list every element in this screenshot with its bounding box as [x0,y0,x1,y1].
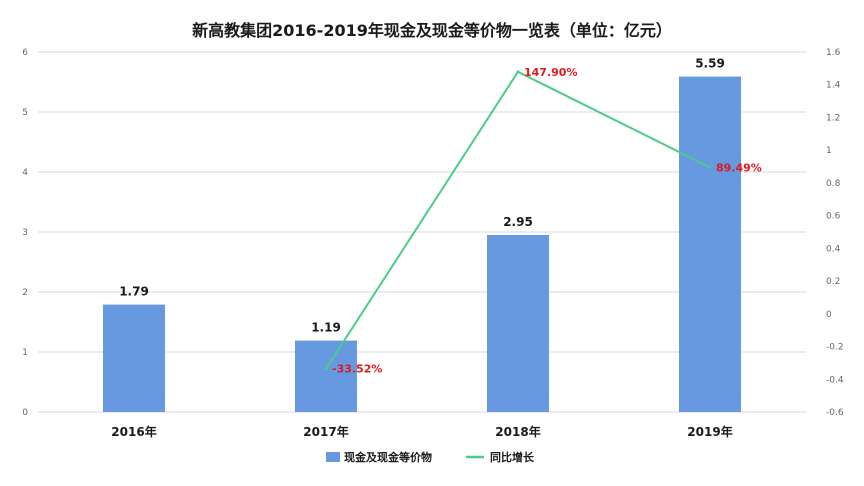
axis-labels: 0 1 2 3 4 5 6 -0.6 -0.4 -0.2 0 0.2 0.4 0.6 0.8 1 1.2 1.4 1… [22,48,844,439]
y-left-tick-label: 5 [22,108,28,118]
bar-value-label: 2.95 [503,215,533,229]
legend-bar-swatch [326,452,340,462]
line-point [708,165,712,169]
bar [295,340,357,412]
y-left-tick-label: 2 [22,288,28,298]
y-right-tick-label: -0.6 [826,408,844,418]
y-right-tick-label: -0.2 [826,343,844,353]
line-value-label: -33.52% [332,363,382,376]
y-right-tick-label: 0.2 [826,277,840,287]
y-right-tick-label: 1.4 [826,81,841,91]
data-labels: 1.79 1.19 2.95 5.59 -33.52% 147.90% 89.49% [119,57,762,376]
bar-value-label: 5.59 [695,57,725,71]
x-tick-label: 2016年 [111,424,156,439]
y-right-tick-label: 0.6 [826,212,841,222]
gridlines [38,51,806,413]
y-right-tick-label: 0 [826,310,832,320]
y-right-tick-label: 1.6 [826,48,841,58]
line-value-label: 89.49% [716,161,762,174]
line-point [324,367,328,371]
y-right-tick-label: -0.4 [826,375,844,385]
y-left-tick-label: 0 [22,408,28,418]
bar-value-label: 1.19 [311,321,341,335]
x-tick-label: 2019年 [687,424,732,439]
bar [487,235,549,412]
y-left-tick-label: 4 [22,168,28,178]
y-left-tick-label: 1 [22,348,28,358]
bar [103,304,165,412]
y-right-tick-label: 0.4 [826,244,841,254]
y-right-tick-label: 1 [826,146,832,156]
x-tick-label: 2017年 [303,424,348,439]
line-series [324,70,712,371]
legend: 现金及现金等价物 同比增长 [326,450,535,464]
bar-value-label: 1.79 [119,285,149,299]
y-left-tick-label: 6 [22,48,28,58]
line-value-label: 147.90% [524,66,577,79]
bar-series [103,76,741,412]
legend-bar-label: 现金及现金等价物 [344,450,432,464]
line-point [516,70,520,74]
chart-title: 新高教集团2016-2019年现金及现金等价物一览表（单位：亿元） [192,21,672,40]
x-tick-label: 2018年 [495,424,540,439]
y-left-tick-label: 3 [22,228,28,238]
bar [679,76,741,412]
y-right-tick-label: 0.8 [826,179,841,189]
legend-line-label: 同比增长 [490,450,535,464]
y-right-tick-label: 1.2 [826,113,840,123]
